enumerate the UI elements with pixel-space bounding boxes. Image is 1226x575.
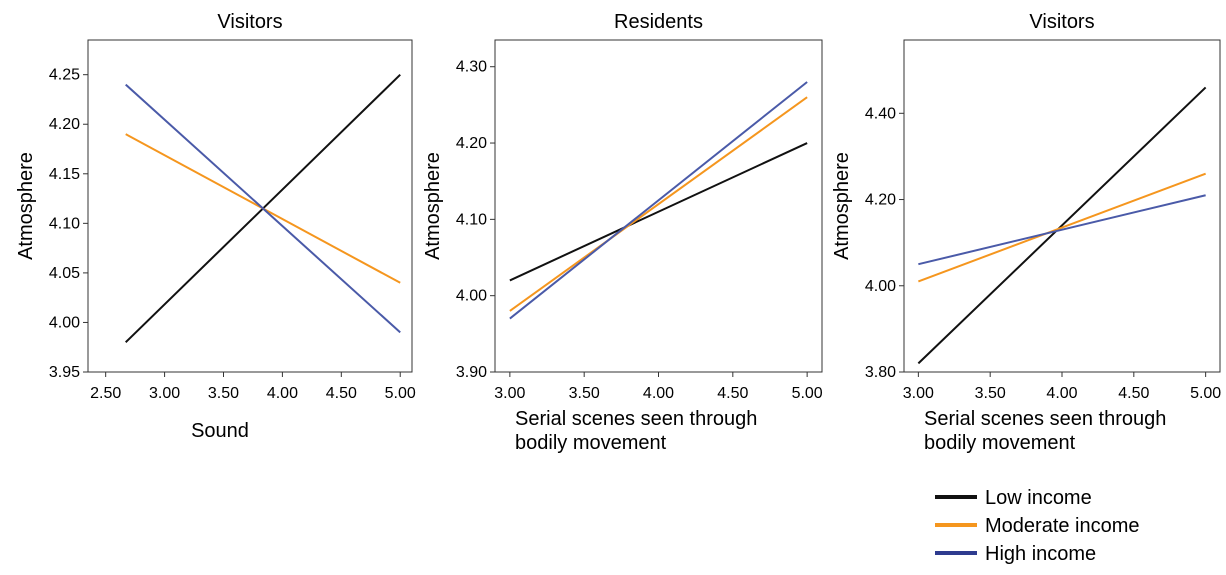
y-tick-label: 4.05	[49, 265, 80, 282]
legend-label: Low income	[985, 487, 1092, 509]
y-tick-label: 4.25	[49, 67, 80, 84]
x-tick-label: 4.50	[326, 385, 357, 402]
series-line-high-income	[125, 83, 401, 334]
x-tick-label: 3.50	[569, 385, 600, 402]
y-tick-label: 4.40	[865, 105, 896, 122]
x-tick-label: 4.50	[1118, 385, 1149, 402]
y-tick-label: 4.00	[456, 288, 487, 305]
x-tick-label: 3.50	[208, 385, 239, 402]
y-axis-label: Atmosphere	[15, 152, 37, 260]
y-tick-label: 4.30	[456, 59, 487, 76]
y-tick-label: 3.90	[456, 364, 487, 381]
legend-label: High income	[985, 543, 1096, 565]
chart-1: Visitors 3.95 4.00 4.05 4.10 4.15 4.20 4.25 2.50…	[15, 11, 416, 442]
x-tick-label: 3.50	[975, 385, 1006, 402]
legend: Low income Moderate income High income	[935, 487, 1140, 565]
x-axis-label-line: Serial scenes seen through	[924, 408, 1166, 430]
x-axis-label-line: bodily movement	[924, 432, 1076, 454]
y-tick-label: 4.20	[456, 135, 487, 152]
x-tick-label: 4.00	[643, 385, 674, 402]
y-tick-label: 4.00	[865, 278, 896, 295]
y-tick-label: 4.10	[456, 211, 487, 228]
y-tick-label: 4.20	[865, 192, 896, 209]
chart-2: Residents 3.90 4.00 4.10 4.20 4.30 3.00 3.50 4.0…	[422, 11, 823, 454]
x-tick-label: 4.50	[717, 385, 748, 402]
y-axis-label: Atmosphere	[831, 152, 853, 260]
chart-title: Visitors	[1029, 11, 1094, 33]
x-tick-label: 5.00	[792, 385, 823, 402]
plot-frame	[903, 39, 1221, 373]
plot-frame	[87, 39, 413, 373]
x-tick-label: 5.00	[1190, 385, 1221, 402]
y-tick-label: 4.00	[49, 314, 80, 331]
series-line-low-income	[509, 142, 808, 282]
x-axis-label: Serial scenes seen through bodily movemen…	[515, 408, 757, 454]
x-tick-label: 3.00	[494, 385, 525, 402]
series-line-high-income	[918, 194, 1206, 266]
y-tick-label: 4.15	[49, 166, 80, 183]
series-line-moderate-income	[918, 172, 1206, 283]
x-tick-label: 2.50	[90, 385, 121, 402]
chart-title: Residents	[614, 11, 703, 33]
y-axis-label: Atmosphere	[422, 152, 444, 260]
series-line-high-income	[509, 81, 808, 320]
x-axis-label: Sound	[191, 420, 249, 442]
series-line-moderate-income	[509, 96, 808, 312]
plot-frame	[494, 39, 823, 373]
x-tick-label: 3.00	[903, 385, 934, 402]
y-tick-label: 4.10	[49, 215, 80, 232]
legend-label: Moderate income	[985, 515, 1140, 537]
x-tick-label: 4.00	[1046, 385, 1077, 402]
y-tick-label: 4.20	[49, 116, 80, 133]
y-tick-label: 3.95	[49, 364, 80, 381]
x-tick-label: 5.00	[385, 385, 416, 402]
x-axis-label-line: Serial scenes seen through	[515, 408, 757, 430]
x-axis-label: Serial scenes seen through bodily movemen…	[924, 408, 1166, 454]
y-tick-label: 3.80	[865, 364, 896, 381]
x-axis-label-line: bodily movement	[515, 432, 667, 454]
x-tick-label: 3.00	[149, 385, 180, 402]
series-line-low-income	[917, 86, 1207, 365]
chart-title: Visitors	[217, 11, 282, 33]
x-tick-label: 4.00	[267, 385, 298, 402]
chart-3: Visitors 3.80 4.00 4.20 4.40 3.00 3.50 4.00 4.50…	[831, 11, 1221, 454]
